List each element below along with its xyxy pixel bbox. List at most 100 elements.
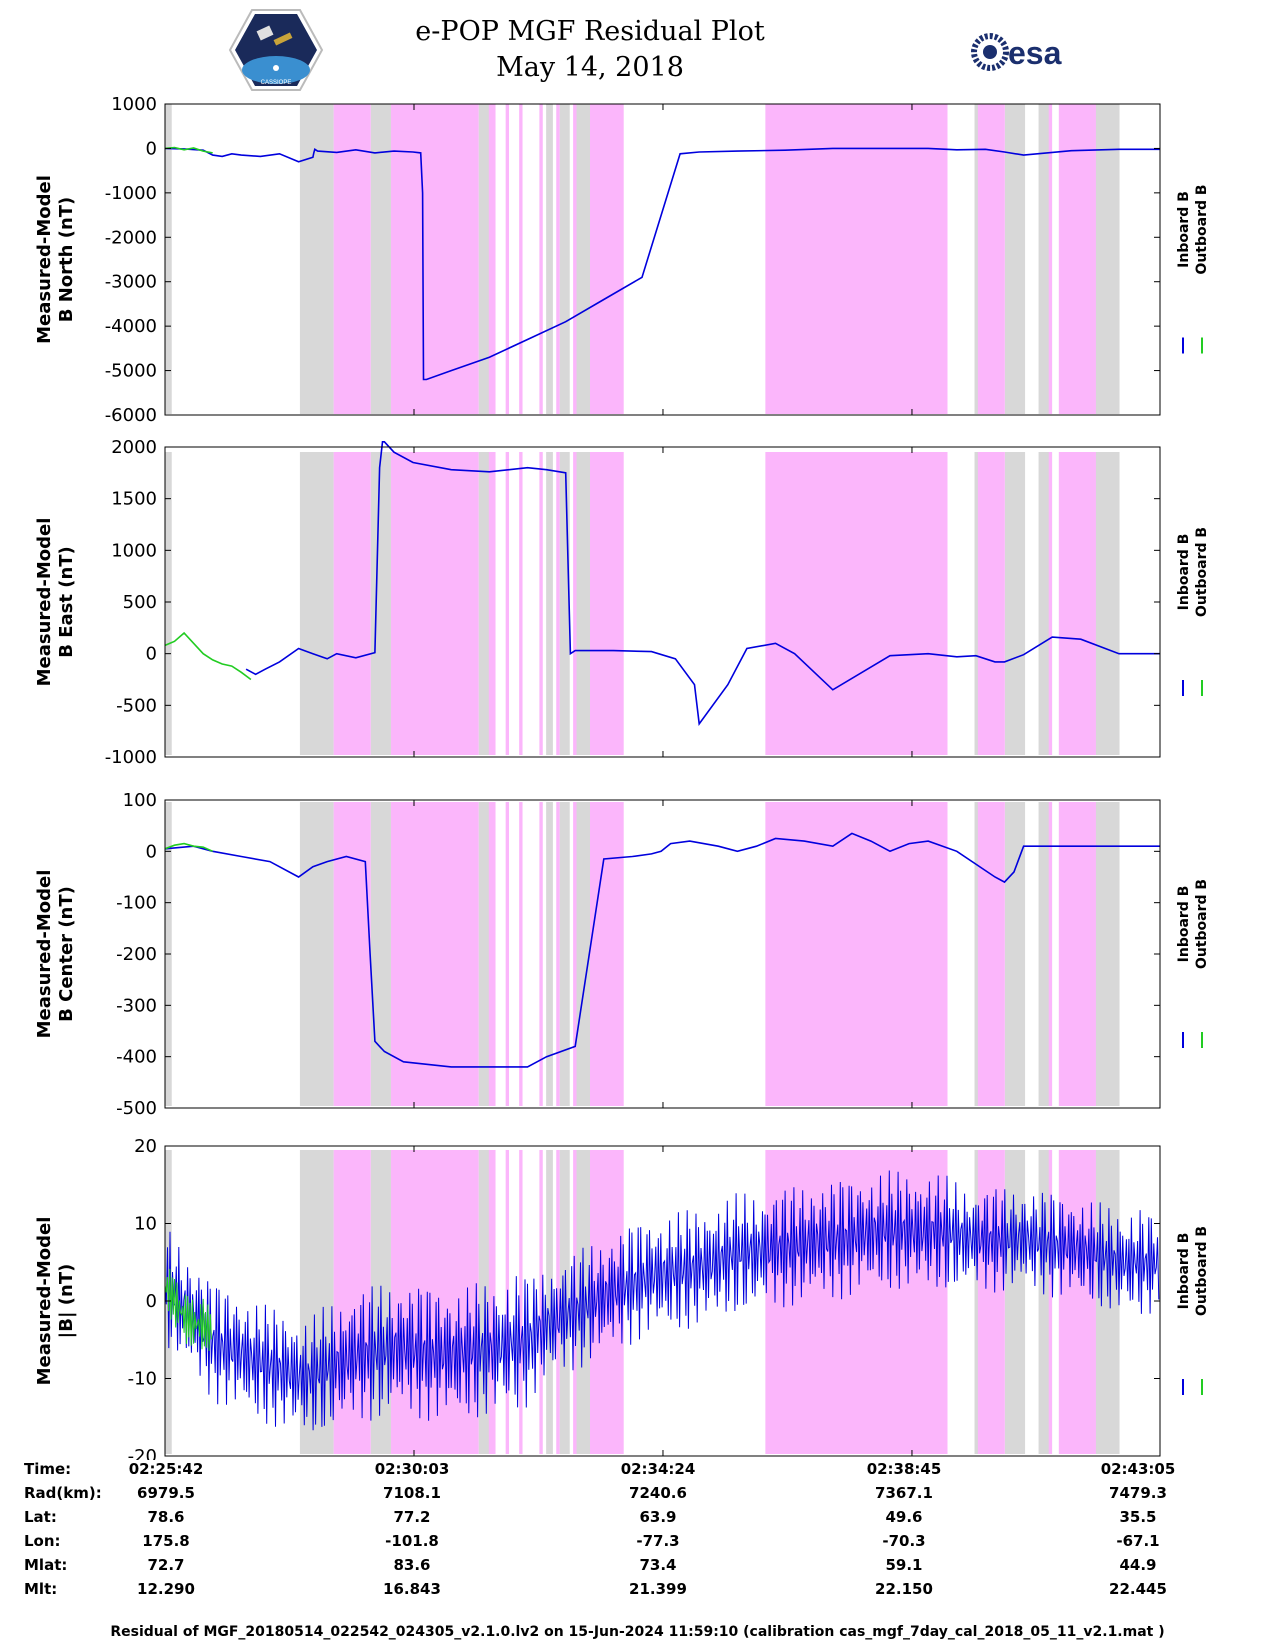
y-tick-label: 1000 — [111, 94, 157, 115]
shade-gray-2 — [370, 104, 391, 414]
info-time-2: 02:34:24 — [620, 1460, 696, 1478]
shade-pink-0 — [333, 802, 371, 1106]
residual-charts: 10000-1000-2000-3000-4000-5000-6000Measu… — [34, 94, 1210, 1460]
y-axis-label-line1: Measured-Model — [34, 1217, 55, 1386]
y-tick-label: -500 — [116, 695, 157, 716]
shade-pink-9 — [765, 452, 948, 755]
info-mlt-1: 16.843 — [383, 1580, 441, 1598]
y-axis-label: Measured-ModelB Center (nT) — [34, 870, 77, 1039]
info-mlat-1: 83.6 — [393, 1556, 431, 1574]
panel-2: 2000 1500 1000 500 0 -500 -1000 Measured-ModelB… — [34, 437, 1210, 768]
info-mlat-2: 73.4 — [639, 1556, 677, 1574]
series-inboard-line — [164, 832, 1160, 1068]
shade-pink-10 — [977, 452, 1005, 755]
y-tick-label: 2000 — [111, 437, 157, 458]
shade-gray-8 — [1004, 104, 1026, 414]
panel-3: 100 0 -100 -200 -300 -400 -500 Measured-ModelB … — [34, 790, 1210, 1119]
info-rad-4: 7479.3 — [1109, 1484, 1167, 1502]
info-mlt-2: 21.399 — [629, 1580, 687, 1598]
shade-pink-4 — [519, 802, 523, 1106]
y-axis-label-line2: |B| (nT) — [56, 1264, 77, 1339]
shade-pink-9 — [765, 802, 948, 1106]
shade-gray-1 — [299, 452, 334, 755]
shade-gray-8 — [1004, 1150, 1026, 1454]
esa-logo-text: esa — [1008, 35, 1062, 71]
shade-pink-8 — [589, 452, 624, 755]
y-tick-label: -200 — [116, 944, 157, 965]
shade-pink-10 — [977, 104, 1005, 414]
y-tick-label: 1500 — [111, 489, 157, 510]
y-tick-label: -500 — [116, 1098, 157, 1119]
shade-pink-7 — [573, 802, 577, 1106]
info-mlt-0: 12.290 — [137, 1580, 195, 1598]
shade-gray-8 — [1004, 802, 1026, 1106]
shade-pink-6 — [556, 1150, 560, 1454]
legend-inboard-label: Inboard B — [1176, 191, 1192, 268]
y-axis-label-line2: B Center (nT) — [56, 886, 77, 1022]
shade-gray-4 — [546, 104, 553, 414]
y-axis-label: Measured-Model|B| (nT) — [34, 1217, 77, 1386]
info-time-0: 02:25:42 — [128, 1460, 204, 1478]
y-tick-label: 0 — [146, 644, 157, 665]
shade-pink-2 — [488, 1150, 496, 1454]
info-label-time: Time: — [24, 1460, 72, 1478]
y-tick-label: -2000 — [105, 227, 157, 248]
shade-gray-0 — [165, 104, 172, 414]
shade-pink-7 — [573, 452, 577, 755]
info-rad-2: 7240.6 — [629, 1484, 687, 1502]
shade-pink-3 — [505, 802, 510, 1106]
panel-1: 1000 0 -1000 -2000 -3000 -4000 -5000 -6000 Measu… — [34, 94, 1210, 426]
y-tick-label: -1000 — [105, 183, 157, 204]
shade-pink-6 — [556, 104, 560, 414]
legend-outboard-label: Outboard B — [1194, 184, 1210, 274]
info-lat-0: 78.6 — [147, 1508, 185, 1526]
y-axis-label-line1: Measured-Model — [34, 870, 55, 1039]
shade-pink-6 — [556, 452, 560, 755]
info-mlt-4: 22.445 — [1109, 1580, 1167, 1598]
y-tick-label: -10 — [128, 1369, 157, 1390]
cassiope-logo-text: CASSIOPE — [261, 80, 292, 86]
shade-gray-1 — [299, 1150, 334, 1454]
info-label-mlat: Mlat: — [24, 1556, 68, 1574]
y-tick-label: 10 — [134, 1214, 157, 1235]
info-mlat-0: 72.7 — [147, 1556, 185, 1574]
info-time-3: 02:38:45 — [866, 1460, 942, 1478]
y-tick-label: 0 — [146, 841, 157, 862]
series-outboard-line — [164, 631, 252, 681]
shade-pink-11 — [1048, 452, 1053, 755]
series-outboard-line — [164, 842, 214, 853]
shade-pink-5 — [539, 104, 543, 414]
shade-pink-10 — [977, 802, 1005, 1106]
shade-pink-1 — [390, 1150, 479, 1454]
shade-pink-1 — [390, 802, 479, 1106]
shade-pink-0 — [333, 1150, 371, 1454]
info-lon-3: -70.3 — [882, 1532, 926, 1550]
shade-gray-1 — [299, 104, 334, 414]
shade-pink-7 — [573, 104, 577, 414]
y-axis-label: Measured-ModelB East (nT) — [34, 518, 77, 687]
y-tick-label: 1000 — [111, 540, 157, 561]
shade-pink-3 — [505, 104, 510, 414]
shade-gray-5 — [559, 452, 570, 755]
legend-inboard-label: Inboard B — [1176, 1233, 1192, 1310]
y-tick-label: -6000 — [105, 405, 157, 426]
shade-gray-5 — [559, 802, 570, 1106]
info-lon-4: -67.1 — [1116, 1532, 1160, 1550]
y-tick-label: 0 — [146, 1291, 157, 1312]
y-tick-label: -400 — [116, 1047, 157, 1068]
y-axis-label-line1: Measured-Model — [34, 175, 55, 344]
panel-4: 20 10 0 -10 -20 Measured-Model|B| (nT) Inboard… — [34, 1136, 1210, 1460]
info-label-mlt: Mlt: — [24, 1580, 58, 1598]
series-outboard-line — [164, 146, 213, 154]
shade-pink-8 — [589, 1150, 624, 1454]
shade-pink-4 — [519, 1150, 523, 1454]
shade-pink-5 — [539, 452, 543, 755]
shade-pink-0 — [333, 104, 371, 414]
info-rad-3: 7367.1 — [875, 1484, 933, 1502]
shade-pink-11 — [1048, 104, 1053, 414]
shade-pink-9 — [765, 1150, 948, 1454]
info-lat-2: 63.9 — [639, 1508, 677, 1526]
shade-pink-0 — [333, 452, 371, 755]
esa-logo: esa — [971, 33, 1062, 71]
plot-title: e-POP MGF Residual Plot — [415, 16, 765, 47]
